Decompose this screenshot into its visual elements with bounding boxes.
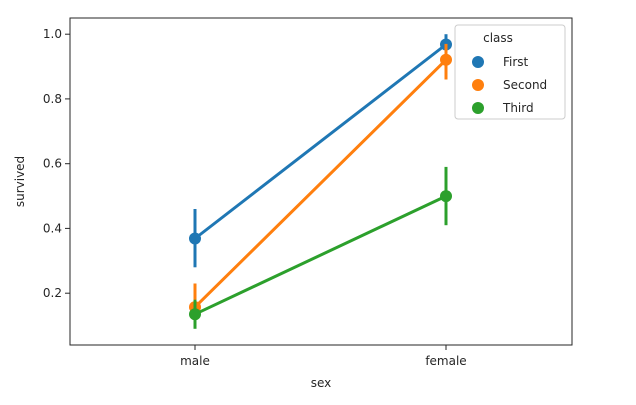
data-point-second-female: [440, 53, 452, 66]
x-axis-label: sex: [311, 376, 332, 390]
series-line-second: [193, 58, 448, 309]
legend-box: [454, 24, 566, 120]
y-tick-label: 0.4: [43, 221, 62, 235]
series-line-third: [193, 194, 448, 316]
legend-label-second: Second: [503, 78, 547, 92]
y-axis-label: survived: [13, 156, 27, 207]
x-tick-label-female: female: [425, 354, 466, 368]
legend-label-third: Third: [502, 101, 534, 115]
legend-marker-second: [472, 79, 484, 91]
x-tick-label-male: male: [180, 354, 210, 368]
legend-label-first: First: [503, 55, 529, 69]
y-tick-label: 0.6: [43, 157, 62, 171]
legend-marker-third: [472, 102, 484, 114]
data-point-first-male: [189, 232, 201, 245]
series-line-first: [193, 43, 448, 240]
axes: 0.2 0.4 0.6 0.8 1.0 male female: [43, 17, 573, 368]
axes-frame: [69, 17, 573, 346]
legend: class First Second Third: [454, 24, 566, 120]
legend-marker-first: [472, 56, 484, 68]
data-point-third-male: [189, 308, 201, 321]
plot-area: [189, 34, 452, 329]
legend-title: class: [483, 31, 513, 45]
data-point-third-female: [440, 190, 452, 203]
y-tick-label: 0.8: [43, 92, 62, 106]
y-tick-label: 0.2: [43, 286, 62, 300]
y-tick-label: 1.0: [43, 27, 62, 41]
